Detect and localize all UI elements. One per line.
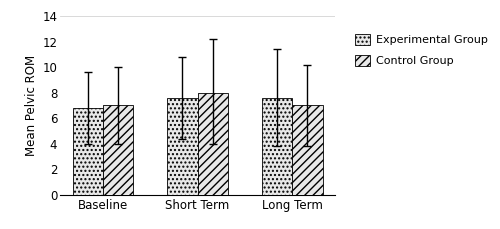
Bar [198,93,228,195]
Legend: Experimental Group, Control Group: Experimental Group, Control Group [352,30,491,69]
Bar [167,98,198,195]
Bar [72,108,103,195]
Bar [262,98,292,195]
Y-axis label: Mean Pelvic ROM: Mean Pelvic ROM [25,55,38,156]
Bar [103,105,133,195]
Bar [292,105,322,195]
